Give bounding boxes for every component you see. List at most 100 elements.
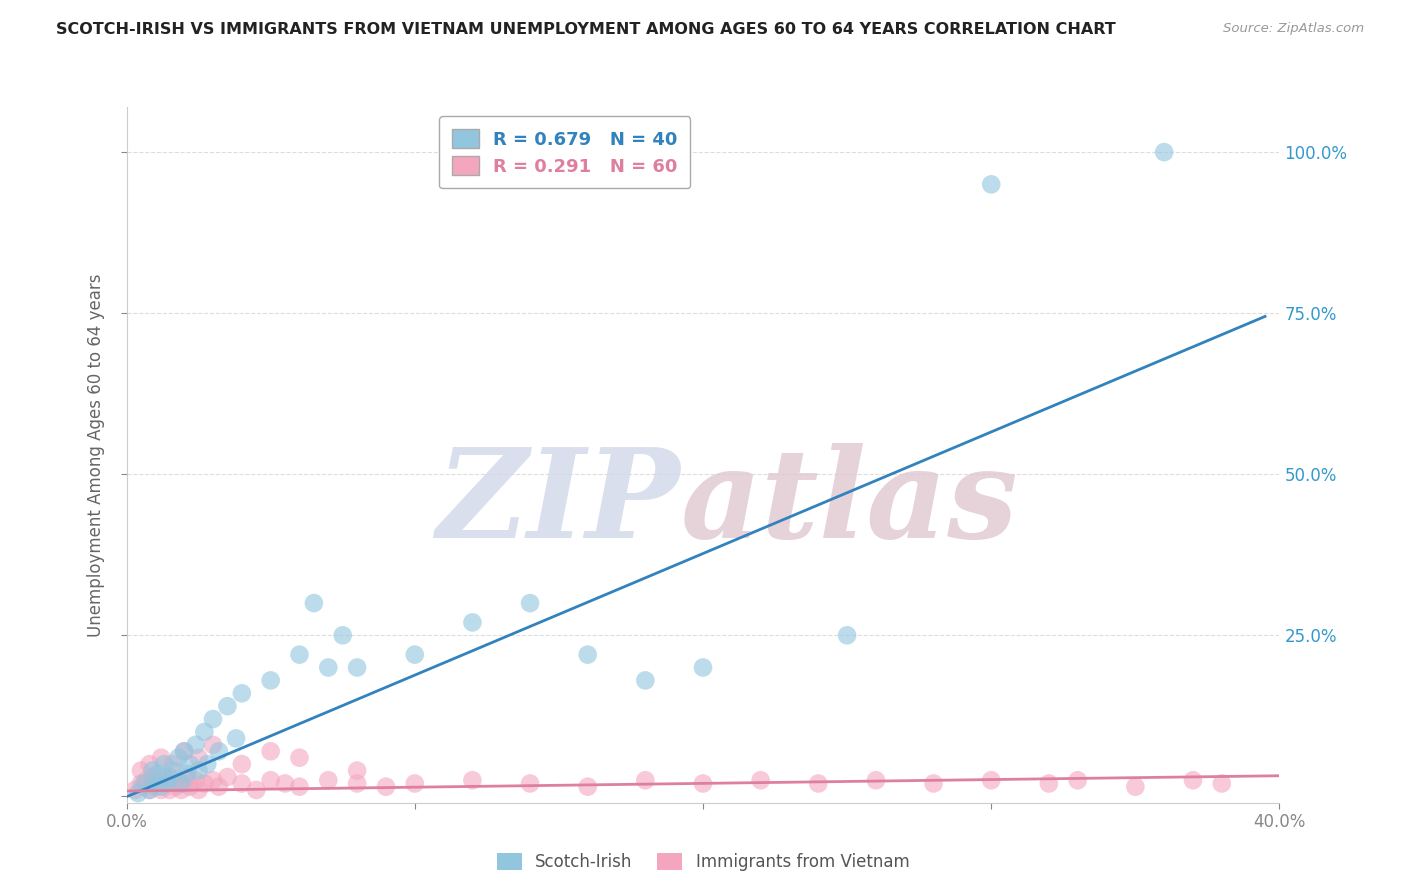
Point xyxy=(980,773,1002,788)
Point xyxy=(288,780,311,794)
Point xyxy=(156,776,179,790)
Point xyxy=(187,764,209,778)
Point xyxy=(519,776,541,790)
Point xyxy=(138,783,160,797)
Point xyxy=(259,673,281,688)
Point xyxy=(980,178,1002,192)
Point xyxy=(1211,776,1233,790)
Point xyxy=(153,770,176,784)
Point xyxy=(807,776,830,790)
Point xyxy=(217,699,239,714)
Point xyxy=(184,738,207,752)
Point xyxy=(259,744,281,758)
Point xyxy=(865,773,887,788)
Point xyxy=(749,773,772,788)
Point xyxy=(150,780,173,794)
Point xyxy=(634,673,657,688)
Point xyxy=(176,766,198,781)
Text: ZIP: ZIP xyxy=(436,442,681,565)
Point xyxy=(318,660,340,674)
Point xyxy=(288,750,311,764)
Text: SCOTCH-IRISH VS IMMIGRANTS FROM VIETNAM UNEMPLOYMENT AMONG AGES 60 TO 64 YEARS C: SCOTCH-IRISH VS IMMIGRANTS FROM VIETNAM … xyxy=(56,22,1116,37)
Point xyxy=(461,773,484,788)
Point xyxy=(170,783,193,797)
Point xyxy=(576,780,599,794)
Point xyxy=(346,776,368,790)
Point xyxy=(159,770,181,784)
Point xyxy=(231,776,253,790)
Point xyxy=(167,750,190,764)
Point xyxy=(1067,773,1090,788)
Point xyxy=(193,725,215,739)
Point xyxy=(404,648,426,662)
Point xyxy=(245,783,267,797)
Point xyxy=(1038,776,1060,790)
Point xyxy=(208,780,231,794)
Point xyxy=(162,764,184,778)
Point xyxy=(1123,780,1146,794)
Point xyxy=(173,776,195,790)
Point xyxy=(132,780,155,794)
Point xyxy=(318,773,340,788)
Point xyxy=(202,773,225,788)
Y-axis label: Unemployment Among Ages 60 to 64 years: Unemployment Among Ages 60 to 64 years xyxy=(87,273,105,637)
Point xyxy=(195,757,218,772)
Text: Source: ZipAtlas.com: Source: ZipAtlas.com xyxy=(1223,22,1364,36)
Point xyxy=(156,776,179,790)
Point xyxy=(173,744,195,758)
Point xyxy=(173,744,195,758)
Point xyxy=(208,744,231,758)
Point xyxy=(461,615,484,630)
Point xyxy=(145,780,166,794)
Point xyxy=(141,764,163,778)
Point xyxy=(193,776,215,790)
Point xyxy=(159,783,181,797)
Point xyxy=(374,780,398,794)
Point xyxy=(835,628,858,642)
Point xyxy=(202,712,225,726)
Point xyxy=(162,773,184,788)
Point xyxy=(202,738,225,752)
Point xyxy=(576,648,599,662)
Point xyxy=(302,596,325,610)
Point xyxy=(138,783,160,797)
Point xyxy=(167,776,190,790)
Point xyxy=(124,783,146,797)
Point xyxy=(922,776,945,790)
Point xyxy=(148,766,170,781)
Point xyxy=(145,776,166,790)
Point xyxy=(187,783,209,797)
Point xyxy=(150,783,173,797)
Point xyxy=(165,780,187,794)
Point xyxy=(170,776,193,790)
Point xyxy=(162,757,184,772)
Point xyxy=(153,757,176,772)
Point xyxy=(404,776,426,790)
Point xyxy=(692,776,714,790)
Point xyxy=(187,750,209,764)
Point xyxy=(231,686,253,700)
Point xyxy=(148,773,170,788)
Point xyxy=(259,773,281,788)
Point xyxy=(634,773,657,788)
Point xyxy=(150,750,173,764)
Point xyxy=(332,628,354,642)
Point xyxy=(346,764,368,778)
Text: atlas: atlas xyxy=(681,442,1018,565)
Point xyxy=(179,780,201,794)
Point xyxy=(138,757,160,772)
Point xyxy=(141,770,163,784)
Point xyxy=(129,764,152,778)
Point xyxy=(519,596,541,610)
Point xyxy=(179,757,201,772)
Point xyxy=(184,773,207,788)
Point xyxy=(135,773,157,788)
Point xyxy=(129,776,152,790)
Point xyxy=(231,757,253,772)
Point xyxy=(1181,773,1204,788)
Point xyxy=(176,770,198,784)
Point xyxy=(127,786,149,800)
Point xyxy=(1153,145,1175,160)
Point xyxy=(274,776,297,790)
Point xyxy=(288,648,311,662)
